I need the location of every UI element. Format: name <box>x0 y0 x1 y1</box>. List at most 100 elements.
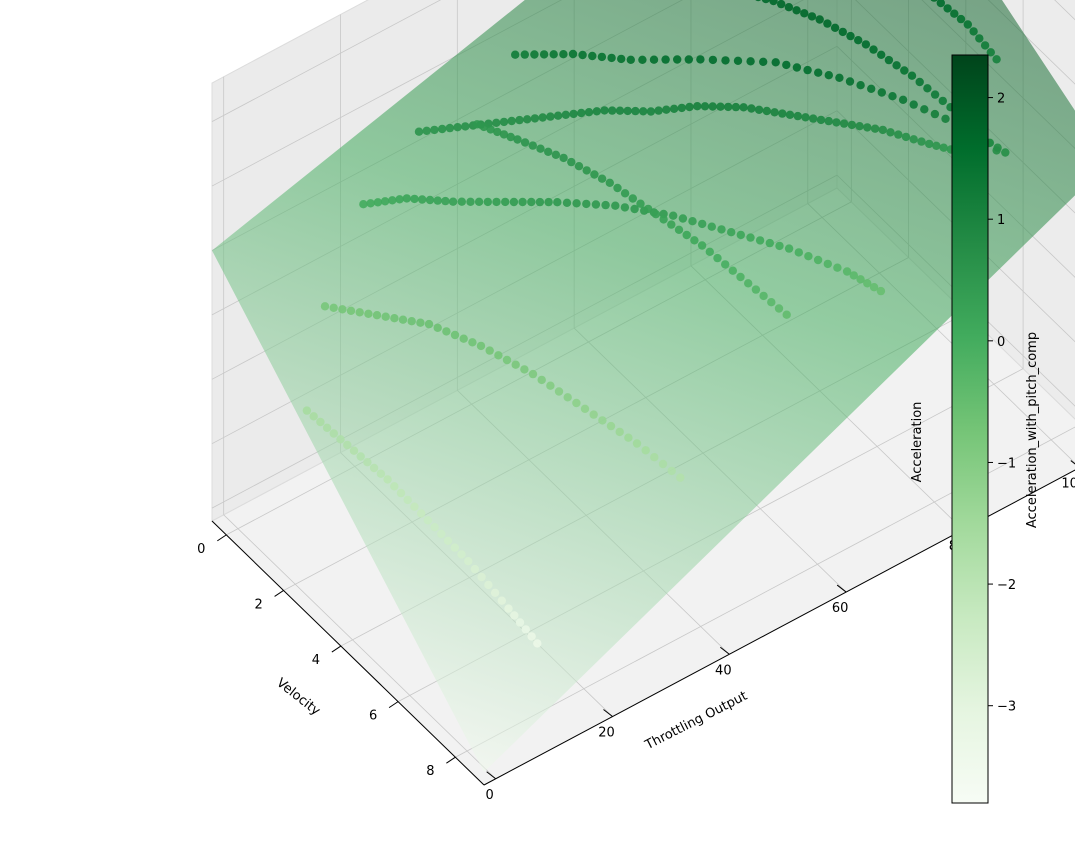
data-point <box>708 55 718 65</box>
data-point <box>784 3 794 12</box>
data-point <box>355 308 364 317</box>
velocity-tick <box>388 701 399 709</box>
data-point <box>343 440 352 450</box>
data-point <box>708 102 717 111</box>
data-point <box>515 115 524 125</box>
data-point <box>486 125 495 134</box>
data-point <box>476 341 486 351</box>
data-point <box>838 27 847 37</box>
data-point <box>437 529 446 539</box>
throttle-tick <box>603 709 613 717</box>
data-point <box>349 446 359 455</box>
data-point <box>329 429 338 438</box>
data-point <box>588 51 597 61</box>
data-point <box>696 55 705 64</box>
data-point <box>792 63 802 72</box>
data-point <box>422 126 431 135</box>
data-point <box>549 50 558 59</box>
data-point <box>520 50 529 59</box>
data-point <box>847 120 857 130</box>
data-point <box>372 311 382 320</box>
data-point <box>590 170 599 179</box>
data-point <box>336 435 345 444</box>
data-point <box>909 100 918 109</box>
data-point <box>632 439 642 448</box>
data-point <box>563 393 572 402</box>
data-point <box>441 196 450 206</box>
data-point <box>835 73 844 83</box>
data-point <box>527 632 536 641</box>
data-point <box>685 102 694 112</box>
data-point <box>538 113 547 122</box>
data-point <box>915 77 924 87</box>
data-point <box>628 194 637 203</box>
colorbar-ticks: −3 −2 −1 0 1 2 <box>988 92 1016 715</box>
data-point <box>533 639 542 648</box>
data-point <box>479 122 489 132</box>
data-point <box>425 195 435 205</box>
data-point <box>329 303 338 312</box>
data-point <box>390 314 399 323</box>
data-point <box>759 57 768 66</box>
data-point <box>930 109 940 119</box>
data-point <box>654 106 663 115</box>
colorbar-tick-label: 2 <box>997 92 1005 107</box>
data-point <box>846 31 855 41</box>
data-point <box>747 104 756 113</box>
data-point <box>938 96 947 106</box>
data-point <box>366 199 375 208</box>
data-point <box>667 466 676 476</box>
data-point <box>521 625 530 634</box>
data-point <box>856 81 865 90</box>
data-point <box>601 200 610 210</box>
data-point <box>793 111 802 121</box>
data-point <box>909 135 918 144</box>
plane-surface <box>212 0 1075 773</box>
data-point <box>755 0 762 2</box>
throttle-tick-label: 40 <box>715 663 732 678</box>
data-point <box>528 369 538 379</box>
data-point <box>669 211 678 220</box>
data-point <box>939 143 948 152</box>
data-point <box>638 55 647 64</box>
data-point <box>900 66 909 75</box>
data-point <box>892 61 901 70</box>
data-point <box>662 105 671 114</box>
velocity-axis-title: Velocity <box>273 676 323 719</box>
data-point <box>523 115 532 124</box>
velocity-tick <box>446 756 456 764</box>
data-point <box>511 50 520 59</box>
throttle-tick-label: 0 <box>486 788 494 803</box>
data-point <box>980 41 990 50</box>
data-point <box>493 127 502 137</box>
colorbar-tick-label: −2 <box>997 578 1016 593</box>
data-point <box>553 111 563 120</box>
data-point <box>803 65 812 75</box>
data-point <box>559 50 568 59</box>
data-point <box>724 102 733 112</box>
data-point <box>598 416 607 425</box>
data-point <box>615 427 624 437</box>
data-point <box>584 108 594 117</box>
data-point <box>920 105 929 114</box>
data-point <box>626 55 635 64</box>
data-point <box>744 279 753 288</box>
data-point <box>338 305 347 314</box>
velocity-tick-label: 6 <box>369 709 377 724</box>
grid-line <box>211 0 442 123</box>
data-point <box>700 102 710 111</box>
data-point <box>739 103 748 112</box>
data-point <box>511 360 520 369</box>
data-point <box>376 469 386 478</box>
data-point <box>923 84 932 93</box>
data-point <box>572 398 581 408</box>
data-point <box>477 572 486 582</box>
data-point <box>546 112 555 121</box>
data-point <box>992 146 1001 155</box>
data-point <box>417 509 426 518</box>
data-point <box>373 198 383 207</box>
data-point <box>784 244 794 253</box>
data-point <box>863 123 872 132</box>
